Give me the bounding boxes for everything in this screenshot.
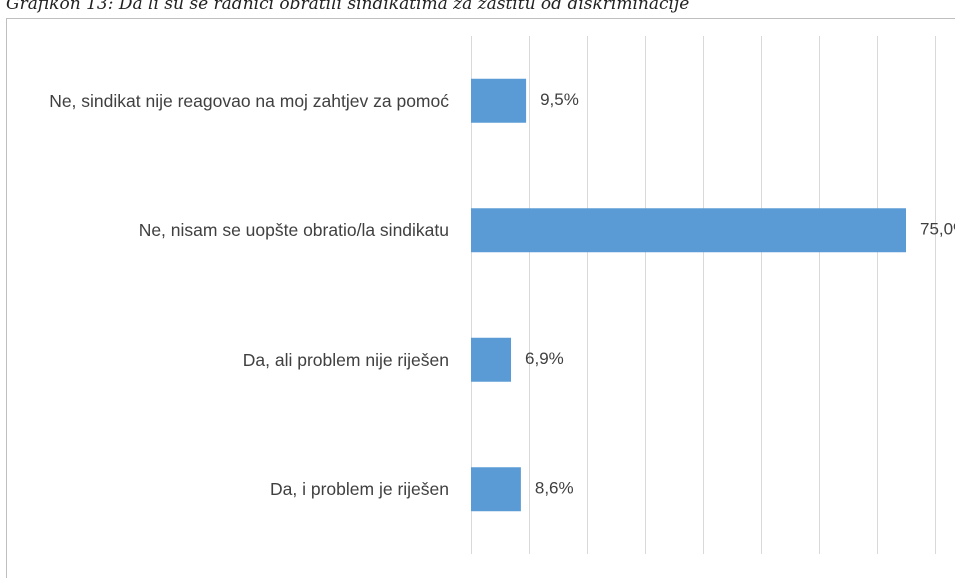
bar [471,208,906,253]
category-label-box: Da, i problem je riješen [4,477,449,501]
y-tick-label: Ne, sindikat nije reagovao na moj zahtje… [49,90,449,111]
y-tick-label: Da, i problem je riješen [270,479,449,500]
y-tick-label: Ne, nisam se uopšte obratio/la sindikatu [138,220,449,241]
bar [471,467,521,512]
value-label: 75,0% [920,220,955,239]
y-tick-label: Da, ali problem nije riješen [242,349,449,370]
category-label-box: Ne, sindikat nije reagovao na moj zahtje… [4,89,449,113]
value-label: 8,6% [535,479,574,498]
category-label-box: Da, ali problem nije riješen [4,348,449,372]
chart-title: Grafikon 13: Da li su se radnici obratil… [6,0,690,14]
value-label: 9,5% [540,90,579,109]
bar [471,78,527,123]
category-label-box: Ne, nisam se uopšte obratio/la sindikatu [4,218,449,242]
bar [471,337,512,382]
chart-border [6,18,955,578]
value-label: 6,9% [525,349,564,368]
